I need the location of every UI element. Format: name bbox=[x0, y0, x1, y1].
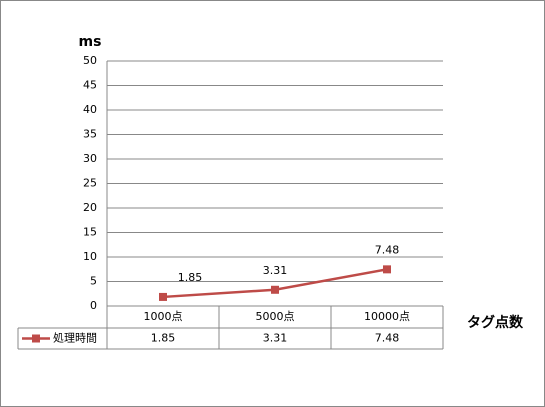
data-label: 1.85 bbox=[178, 271, 203, 284]
y-tick-label: 25 bbox=[83, 177, 97, 190]
data-label: 7.48 bbox=[375, 243, 400, 256]
y-tick-label: 35 bbox=[83, 128, 97, 141]
y-tick-label: 40 bbox=[83, 103, 97, 116]
y-tick-label: 20 bbox=[83, 201, 97, 214]
y-axis-label: ms bbox=[79, 34, 102, 50]
x-axis-label: タグ点数 bbox=[467, 314, 524, 331]
y-tick-label: 15 bbox=[83, 226, 97, 239]
x-tick-label: 1000点 bbox=[144, 310, 183, 323]
legend-label: 処理時間 bbox=[53, 332, 97, 345]
table-value: 1.85 bbox=[151, 332, 176, 345]
y-tick-label: 0 bbox=[90, 299, 97, 312]
table-value: 3.31 bbox=[263, 332, 288, 345]
legend-marker bbox=[32, 334, 40, 343]
marker bbox=[383, 265, 391, 274]
y-tick-label: 30 bbox=[83, 152, 97, 165]
marker bbox=[271, 285, 279, 294]
y-tick-label: 5 bbox=[90, 275, 97, 288]
marker bbox=[159, 292, 167, 301]
y-tick-label: 10 bbox=[83, 250, 97, 263]
y-tick-label: 50 bbox=[83, 54, 97, 67]
table-value: 7.48 bbox=[375, 332, 400, 345]
x-tick-label: 5000点 bbox=[256, 310, 295, 323]
data-label: 3.31 bbox=[263, 264, 288, 277]
y-tick-label: 45 bbox=[83, 79, 97, 92]
x-tick-label: 10000点 bbox=[364, 310, 410, 323]
